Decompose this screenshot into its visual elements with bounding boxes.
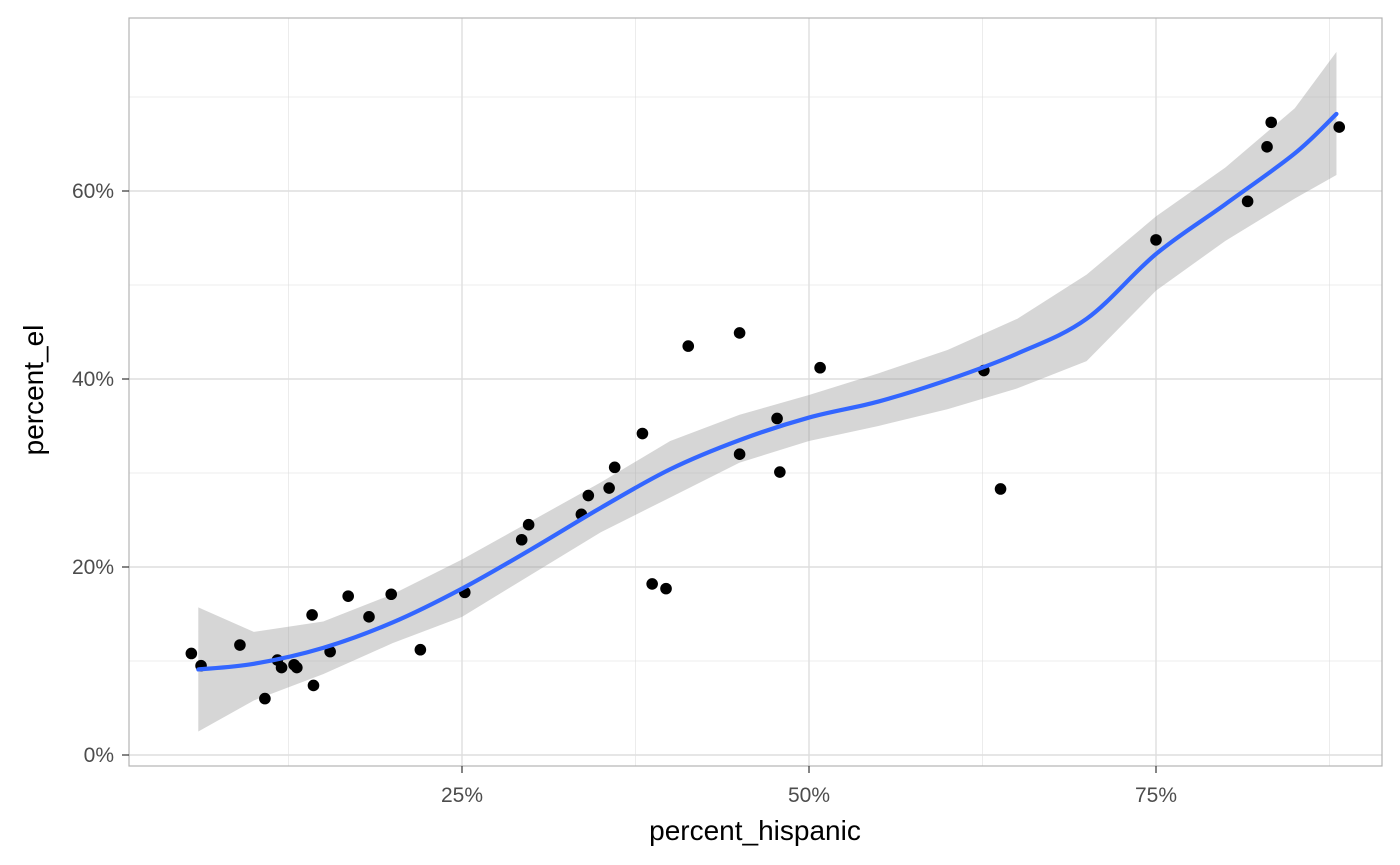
x-tick-label: 50% [788,784,830,807]
data-point [363,611,375,623]
data-point [603,482,615,494]
y-tick-label: 60% [72,180,114,203]
smooth-line [196,111,1339,672]
data-point [291,661,303,674]
y-tick-label: 0% [84,744,114,767]
smooth-line-group [196,111,1339,672]
data-point [582,489,595,502]
data-point [994,483,1007,495]
data-point [185,647,198,660]
data-point [385,588,398,601]
confidence-band [198,51,1337,732]
y-axis-ticks: 0% 20% 40% 60% [72,180,129,767]
data-point [1333,121,1346,133]
data-point [414,643,427,656]
confidence-ribbon [198,51,1337,732]
x-tick-label: 75% [1135,784,1177,807]
data-point [275,661,288,674]
data-point [814,361,826,374]
x-axis-ticks: 25% 50% 75% [441,766,1177,807]
data-point [259,692,271,705]
data-points [185,116,1346,705]
data-point [307,679,320,692]
data-point [608,461,621,474]
data-point [771,412,783,425]
x-tick-label: 25% [441,784,483,807]
data-point [636,427,649,440]
data-point [1241,195,1254,208]
data-point [306,609,318,621]
data-point [234,639,246,651]
data-point [774,466,786,478]
x-axis-title: percent_hispanic [649,815,861,846]
data-point [682,340,695,352]
grid-lines [129,18,1382,766]
data-point [522,518,535,531]
data-point [1261,141,1273,153]
panel-border [128,17,1383,767]
data-point [646,578,658,590]
y-tick-label: 20% [72,556,114,579]
y-tick-label: 40% [72,368,114,391]
data-point [1265,116,1278,129]
y-axis-title: percent_el [18,325,49,456]
data-point [733,327,746,339]
data-point [733,448,746,461]
data-point [1150,234,1162,246]
data-point [342,590,354,602]
data-point [515,533,528,546]
data-point [660,582,672,595]
